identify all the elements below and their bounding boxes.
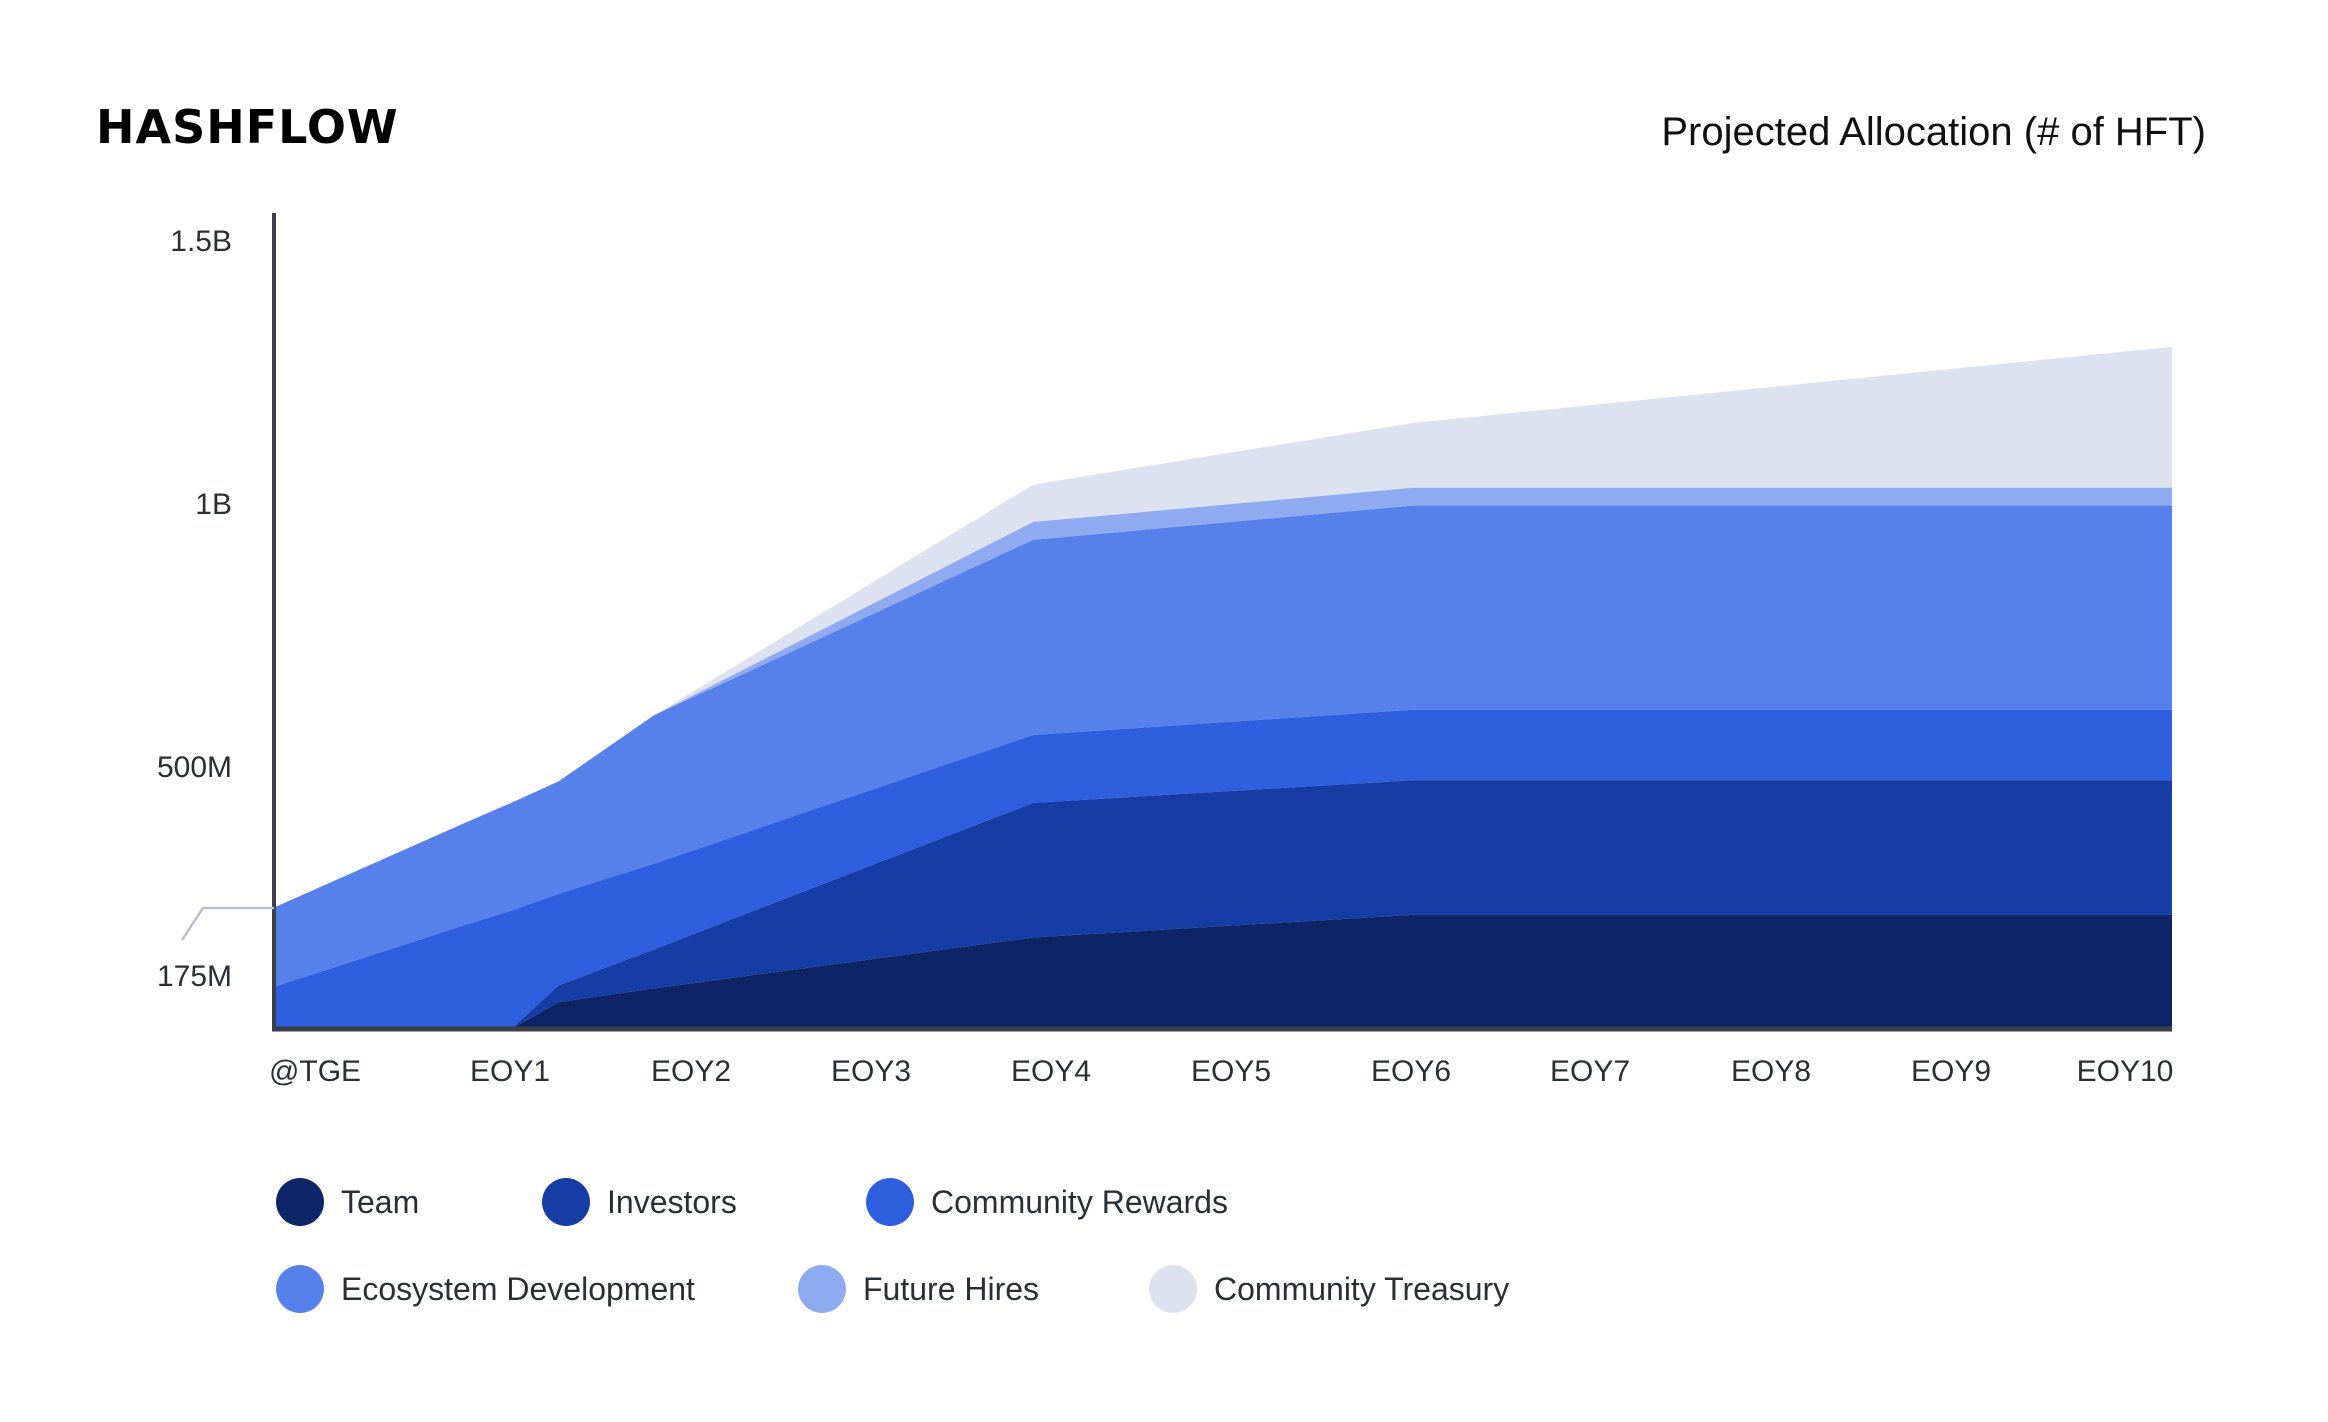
area-community-treasury [274,346,2172,908]
legend-swatch [276,1265,324,1313]
x-tick-label: EOY7 [1550,1055,1630,1088]
x-tick-label: EOY4 [1011,1055,1091,1088]
x-tick-label: EOY9 [1911,1055,1991,1088]
area-investors [274,780,2172,1029]
y-tick-label: 500M [157,751,232,784]
area-team [274,914,2172,1029]
legend-item-future-hires: Future Hires [798,1265,1149,1313]
x-tick-label: EOY6 [1371,1055,1451,1088]
y-tick-label: 1.5B [170,225,232,258]
x-tick-label: EOY2 [651,1055,731,1088]
legend-swatch [866,1178,914,1226]
x-tick-label: EOY8 [1731,1055,1811,1088]
legend-swatch [1149,1265,1197,1313]
legend-item-ecosystem-development: Ecosystem Development [276,1265,798,1313]
legend-swatch [276,1178,324,1226]
legend-label: Community Treasury [1214,1270,1510,1307]
x-tick-label: EOY5 [1191,1055,1271,1088]
x-tick-label: EOY3 [831,1055,911,1088]
legend-label: Investors [607,1183,737,1220]
y-tick-label: 1B [195,488,232,521]
area-community-rewards [274,709,2172,1029]
legend: Team Investors Community Rewards Ecosystem… [276,1172,1676,1346]
hashflow-logo: HASHFLOW [96,100,399,154]
tge-annotation-line [180,906,274,941]
legend-swatch [798,1265,846,1313]
legend-item-investors: Investors [542,1178,866,1226]
legend-label: Team [341,1183,420,1220]
logo-text: HASHFLOW [96,100,399,154]
chart-title: Projected Allocation (# of HFT) [1661,110,2206,154]
y-tick-label: 175M [157,960,232,993]
legend-item-community-rewards: Community Rewards [866,1178,1228,1226]
x-tick-label: EOY10 [2077,1055,2174,1088]
legend-swatch [542,1178,590,1226]
area-ecosystem-development [274,505,2172,987]
legend-label: Community Rewards [931,1183,1228,1220]
legend-item-community-treasury: Community Treasury [1149,1265,1509,1313]
x-tick-label: @TGE [269,1055,361,1088]
legend-item-team: Team [276,1178,542,1226]
x-tick-label: EOY1 [470,1055,550,1088]
legend-label: Future Hires [863,1270,1040,1307]
legend-label: Ecosystem Development [341,1270,695,1307]
